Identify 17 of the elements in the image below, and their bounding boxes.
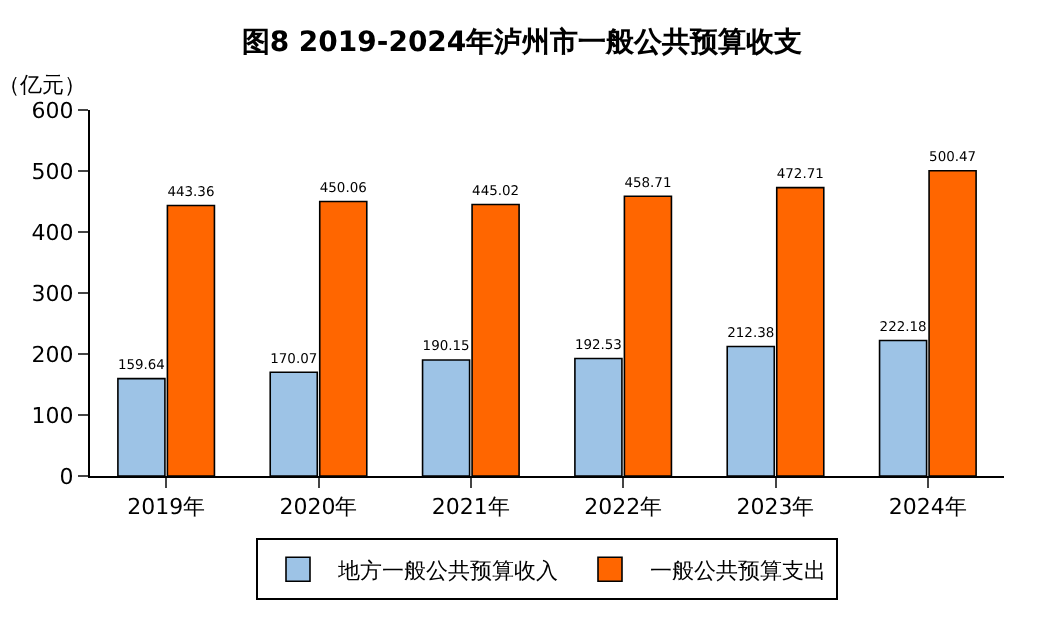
y-tick-label: 200 [31,341,74,368]
y-tick-label: 600 [31,97,74,124]
legend-label: 一般公共预算支出 [650,557,826,584]
legend-label: 地方一般公共预算收入 [336,557,558,584]
y-tick-label: 300 [31,280,74,307]
y-tick-label: 100 [31,402,74,429]
y-tick-label: 500 [31,158,74,185]
x-tick-label: 2022年 [584,494,663,521]
x-tick-label: 2019年 [127,494,206,521]
y-tick-label: 0 [59,463,74,490]
x-tick-label: 2024年 [888,494,967,521]
y-axis-title: （亿元） [0,72,86,98]
y-tick-label: 400 [31,219,74,246]
x-tick-label: 2023年 [736,494,815,521]
x-tick-label: 2020年 [279,494,358,521]
chart-title: 图8 2019-2024年泸州市一般公共预算收支 [241,24,803,59]
x-tick-label: 2021年 [431,494,510,521]
